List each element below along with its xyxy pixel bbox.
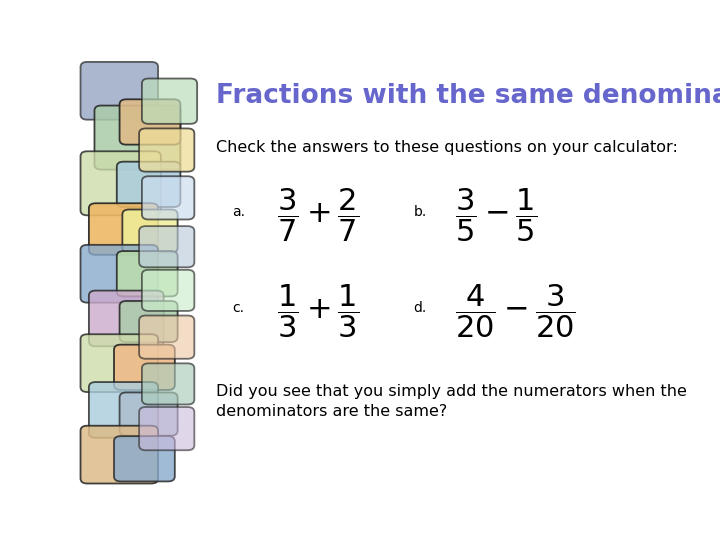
FancyBboxPatch shape — [120, 99, 181, 145]
FancyBboxPatch shape — [89, 203, 158, 255]
FancyBboxPatch shape — [142, 270, 194, 311]
FancyBboxPatch shape — [142, 363, 194, 404]
Text: $\dfrac{3}{5}-\dfrac{1}{5}$: $\dfrac{3}{5}-\dfrac{1}{5}$ — [456, 186, 538, 244]
FancyBboxPatch shape — [89, 291, 163, 346]
FancyBboxPatch shape — [139, 129, 194, 172]
FancyBboxPatch shape — [142, 78, 197, 124]
Text: Check the answers to these questions on your calculator:: Check the answers to these questions on … — [215, 140, 678, 156]
Text: $\dfrac{3}{7}+\dfrac{2}{7}$: $\dfrac{3}{7}+\dfrac{2}{7}$ — [277, 186, 359, 244]
FancyBboxPatch shape — [81, 245, 158, 302]
FancyBboxPatch shape — [114, 345, 175, 390]
FancyBboxPatch shape — [117, 251, 178, 296]
FancyBboxPatch shape — [81, 151, 161, 215]
Text: b.: b. — [413, 205, 427, 219]
Text: $\dfrac{1}{3}+\dfrac{1}{3}$: $\dfrac{1}{3}+\dfrac{1}{3}$ — [277, 282, 359, 340]
FancyBboxPatch shape — [139, 226, 194, 267]
FancyBboxPatch shape — [114, 436, 175, 482]
FancyBboxPatch shape — [89, 382, 158, 438]
Text: denominators are the same?: denominators are the same? — [215, 404, 447, 420]
Text: Fractions with the same denominator: Fractions with the same denominator — [215, 83, 720, 109]
Text: c.: c. — [233, 301, 244, 315]
FancyBboxPatch shape — [122, 210, 178, 253]
FancyBboxPatch shape — [81, 334, 158, 392]
Text: d.: d. — [413, 301, 427, 315]
Text: a.: a. — [233, 205, 246, 219]
FancyBboxPatch shape — [139, 315, 194, 359]
FancyBboxPatch shape — [142, 176, 194, 219]
FancyBboxPatch shape — [81, 426, 158, 483]
FancyBboxPatch shape — [81, 62, 158, 120]
FancyBboxPatch shape — [120, 301, 178, 342]
FancyBboxPatch shape — [120, 393, 178, 436]
Text: Did you see that you simply add the numerators when the: Did you see that you simply add the nume… — [215, 384, 686, 399]
FancyBboxPatch shape — [117, 161, 181, 207]
FancyBboxPatch shape — [139, 407, 194, 450]
FancyBboxPatch shape — [94, 105, 181, 170]
Text: $\dfrac{4}{20}-\dfrac{3}{20}$: $\dfrac{4}{20}-\dfrac{3}{20}$ — [456, 282, 577, 340]
